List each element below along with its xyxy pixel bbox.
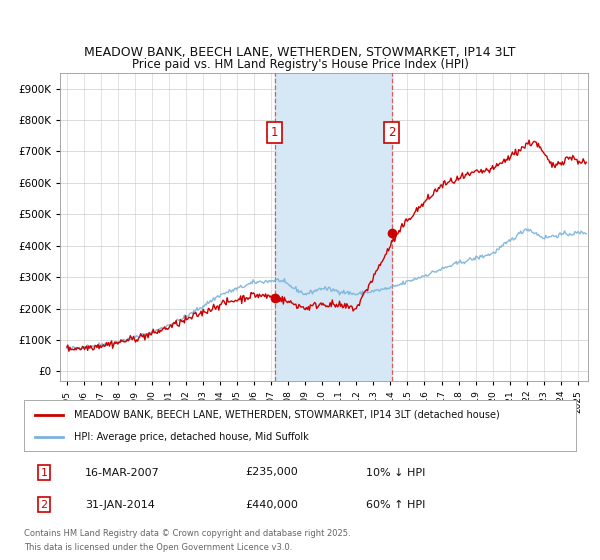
Text: 1: 1 [41, 468, 47, 478]
Text: £235,000: £235,000 [245, 468, 298, 478]
Text: 2: 2 [388, 126, 395, 139]
Text: 1: 1 [271, 126, 278, 139]
Text: MEADOW BANK, BEECH LANE, WETHERDEN, STOWMARKET, IP14 3LT: MEADOW BANK, BEECH LANE, WETHERDEN, STOW… [84, 46, 516, 59]
Text: 60% ↑ HPI: 60% ↑ HPI [366, 500, 425, 510]
Text: Contains HM Land Registry data © Crown copyright and database right 2025.: Contains HM Land Registry data © Crown c… [24, 529, 350, 538]
Text: This data is licensed under the Open Government Licence v3.0.: This data is licensed under the Open Gov… [24, 543, 292, 552]
Text: £440,000: £440,000 [245, 500, 298, 510]
Text: 2: 2 [41, 500, 47, 510]
Text: 10% ↓ HPI: 10% ↓ HPI [366, 468, 425, 478]
Text: HPI: Average price, detached house, Mid Suffolk: HPI: Average price, detached house, Mid … [74, 432, 308, 442]
Text: MEADOW BANK, BEECH LANE, WETHERDEN, STOWMARKET, IP14 3LT (detached house): MEADOW BANK, BEECH LANE, WETHERDEN, STOW… [74, 409, 499, 419]
Text: 31-JAN-2014: 31-JAN-2014 [85, 500, 155, 510]
Text: 16-MAR-2007: 16-MAR-2007 [85, 468, 160, 478]
Text: Price paid vs. HM Land Registry's House Price Index (HPI): Price paid vs. HM Land Registry's House … [131, 58, 469, 71]
Bar [275, 73, 392, 381]
